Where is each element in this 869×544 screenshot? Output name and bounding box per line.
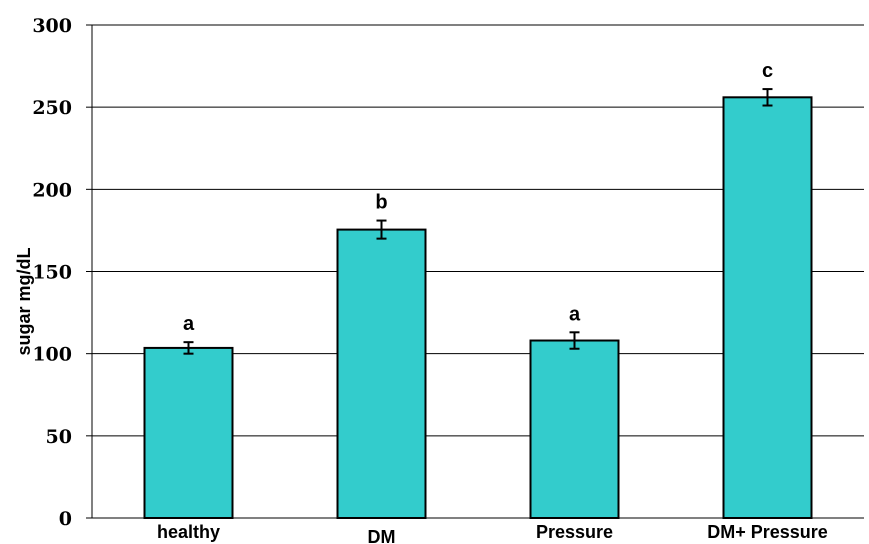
x-tick-label: healthy [157,522,220,542]
x-tick-labels: healthy DM Pressure DM+ Pressure [157,522,828,544]
bars: a b a c [143,60,813,520]
y-tick-label: 50 [46,426,72,448]
y-tick-label: 200 [32,179,72,201]
significance-label: a [183,313,195,335]
y-tick-label: 250 [32,97,72,119]
x-tick-label: DM [368,527,396,544]
y-tick-label: 100 [32,344,72,366]
bar [143,346,234,520]
y-tick-label: 300 [32,15,72,37]
bar [336,228,427,519]
significance-label: a [569,303,581,325]
x-tick-label: Pressure [536,522,613,542]
y-tick-label: 150 [32,262,72,284]
bar [722,96,813,519]
y-axis-label: sugar mg/dL [14,247,34,355]
y-tick-label: 0 [59,508,72,530]
significance-label: c [762,60,773,82]
bar [529,339,620,519]
y-tick-labels: 0 50 100 150 200 250 300 [32,15,72,530]
x-tick-label: DM+ Pressure [707,522,828,542]
significance-label: b [375,192,387,214]
